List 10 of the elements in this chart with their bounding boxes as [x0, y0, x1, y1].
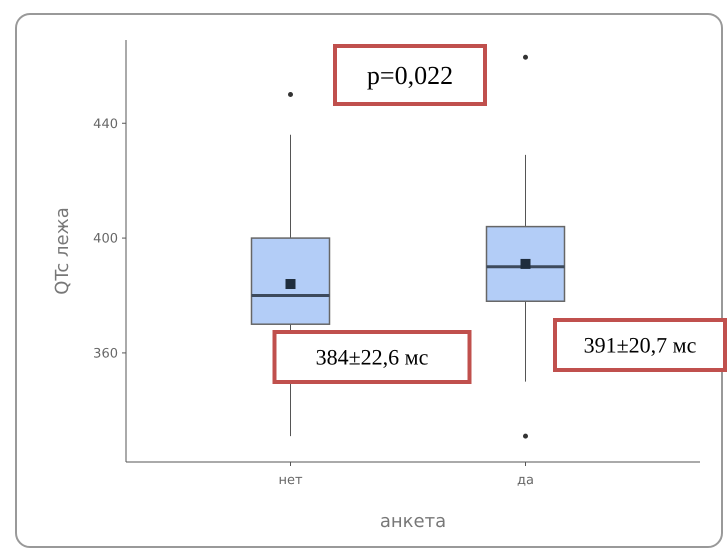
- y-tick-label: 440: [93, 116, 118, 132]
- annotation: p=0,022: [366, 61, 454, 90]
- y-tick-label: 360: [93, 346, 118, 362]
- annotation: 391±20,7 мс: [584, 332, 697, 358]
- x-tick-label: нет: [278, 473, 303, 488]
- x-axis-title: анкета: [380, 511, 446, 532]
- annotation: 384±22,6 мс: [316, 344, 429, 370]
- y-axis-title: QTc лежа: [52, 207, 73, 295]
- y-tick-label: 400: [93, 232, 118, 247]
- x-tick-label: да: [517, 473, 534, 488]
